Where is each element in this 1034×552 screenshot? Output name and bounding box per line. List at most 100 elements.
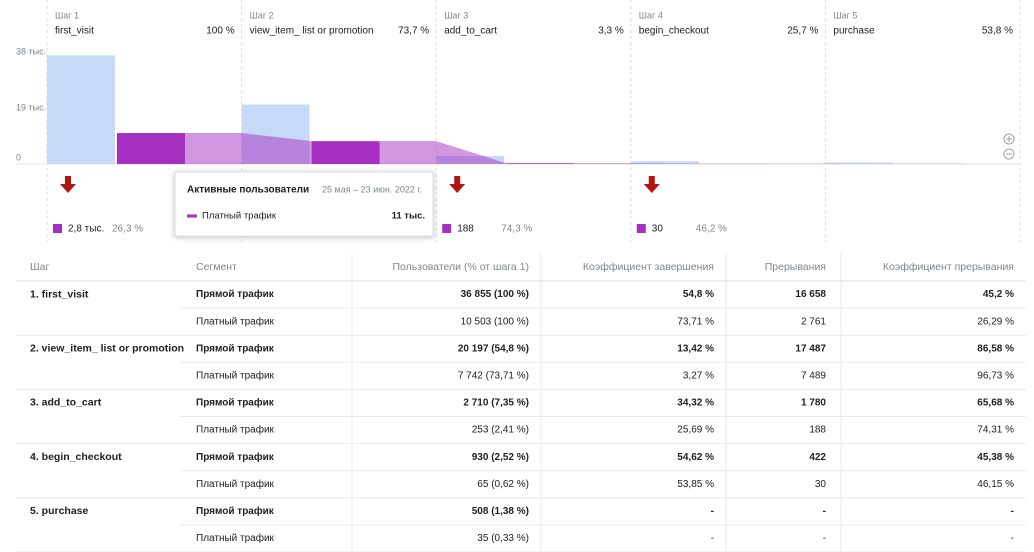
table-cell: - (823, 533, 826, 544)
step-rate: 100 % (206, 26, 234, 37)
y-tick-label: 38 тыс. (16, 46, 46, 56)
table-cell: 46,15 % (977, 479, 1014, 490)
table-cell: 3,27 % (683, 370, 714, 381)
dropoff-count: 2,8 тыс. (68, 224, 104, 235)
table-cell: Прямой трафик (196, 451, 275, 463)
step-cell: 1. first_visit (30, 288, 89, 300)
table-cell: Платный трафик (196, 369, 275, 381)
dropoff-count: 188 (457, 224, 474, 235)
y-tick-label: 19 тыс. (16, 102, 46, 112)
step-name: begin_checkout (639, 26, 709, 37)
table-header: Прерывания (765, 261, 826, 273)
bar-direct (825, 162, 894, 164)
table-cell: Платный трафик (196, 478, 275, 490)
table-cell: 74,31 % (977, 425, 1014, 436)
bar-direct (47, 55, 115, 164)
table-cell: 16 658 (795, 289, 826, 300)
table-cell: Прямой трафик (196, 342, 275, 354)
table-cell: 35 (0,33 %) (477, 533, 529, 544)
paid-flow (185, 133, 312, 164)
dropoff-rate: 74,3 % (501, 224, 532, 235)
dropoff-arrow (643, 176, 660, 193)
dropoff-rate: 26,3 % (112, 224, 143, 235)
step-number: Шаг 1 (55, 10, 79, 20)
table-cell: 30 (815, 479, 827, 490)
bar-paid (117, 133, 185, 164)
table-cell: 422 (809, 452, 826, 463)
table-cell: 96,73 % (977, 370, 1014, 381)
step-number: Шаг 2 (250, 10, 274, 20)
step-name: first_visit (55, 26, 94, 37)
tooltip: Активные пользователи 25 мая – 23 июн. 20… (174, 171, 434, 237)
step-cell: 4. begin_checkout (30, 451, 122, 463)
table-cell: 45,2 % (983, 289, 1014, 300)
step-name: view_item_ list or promotion (250, 26, 374, 37)
step-number: Шаг 3 (444, 10, 468, 20)
table-cell: 54,62 % (677, 452, 714, 463)
table-cell: 54,8 % (683, 289, 714, 300)
tooltip-value: 11 тыс. (392, 211, 425, 222)
step-name: add_to_cart (444, 26, 497, 37)
table-header: Шаг (30, 261, 49, 273)
table-header: Пользователи (% от шага 1) (393, 261, 530, 273)
table-cell: 26,29 % (977, 316, 1014, 327)
table-cell: 65 (0,62 %) (477, 479, 529, 490)
table-cell: 2 761 (801, 316, 826, 327)
legend-swatch (636, 224, 646, 233)
table-cell: 34,32 % (677, 398, 714, 409)
bar-paid (311, 141, 380, 164)
table-header: Коэффициент прерывания (883, 261, 1014, 273)
zoom-controls[interactable] (1003, 133, 1015, 160)
table-cell: 253 (2,41 %) (472, 425, 529, 436)
tooltip-title: Активные пользователи (187, 185, 309, 196)
table-cell: 1 780 (801, 398, 826, 409)
step-rate: 25,7 % (787, 26, 818, 37)
table-cell: 65,68 % (977, 398, 1014, 409)
dropoff-arrow (60, 176, 76, 193)
tooltip-segment: Платный трафик (202, 211, 277, 222)
y-tick-label: 0 (16, 152, 21, 162)
table-cell: - (1011, 506, 1014, 517)
table-cell: 2 710 (7,35 %) (463, 398, 529, 409)
dropoff-count: 30 (652, 224, 664, 235)
table-cell: - (711, 506, 714, 517)
table-cell: 45,38 % (977, 452, 1014, 463)
step-number: Шаг 5 (833, 10, 857, 20)
table-cell: - (1011, 533, 1014, 544)
table-cell: 25,69 % (677, 425, 714, 436)
table-cell: 73,71 % (677, 316, 714, 327)
table-cell: Платный трафик (196, 532, 275, 544)
tooltip-date: 25 мая – 23 июн. 2022 г. (322, 184, 422, 194)
table-cell: Прямой трафик (196, 288, 275, 300)
paid-flow (574, 163, 701, 164)
step-number: Шаг 4 (639, 10, 663, 20)
legend-swatch (442, 224, 452, 233)
table-cell: 13,42 % (677, 343, 714, 354)
step-rate: 73,7 % (398, 26, 429, 37)
table-cell: 53,85 % (677, 479, 714, 490)
table-header: Сегмент (196, 261, 237, 273)
table-cell: 10 503 (100 %) (461, 316, 529, 327)
legend-swatch (53, 224, 62, 233)
paid-flow (379, 141, 507, 164)
step-cell: 2. view_item_ list or promotion (30, 343, 184, 355)
table-cell: Прямой трафик (196, 397, 275, 409)
step-rate: 53,8 % (982, 26, 1013, 37)
bar-paid (506, 163, 575, 164)
tooltip-box (174, 171, 434, 237)
dropoff-rate: 46,2 % (696, 224, 727, 235)
table-cell: Платный трафик (196, 315, 275, 327)
table-cell: 188 (809, 425, 826, 436)
table-cell: 20 197 (54,8 %) (458, 343, 529, 354)
table-cell: 86,58 % (977, 343, 1014, 354)
table-cell: - (823, 506, 826, 517)
bar-direct (630, 161, 699, 164)
table-cell: 7 489 (801, 370, 826, 381)
step-cell: 3. add_to_cart (30, 397, 102, 409)
step-name: purchase (833, 26, 875, 37)
table-cell: Прямой трафик (196, 505, 275, 517)
table-cell: 508 (1,38 %) (472, 506, 529, 517)
table-cell: - (711, 533, 714, 544)
table-cell: 930 (2,52 %) (472, 452, 529, 463)
